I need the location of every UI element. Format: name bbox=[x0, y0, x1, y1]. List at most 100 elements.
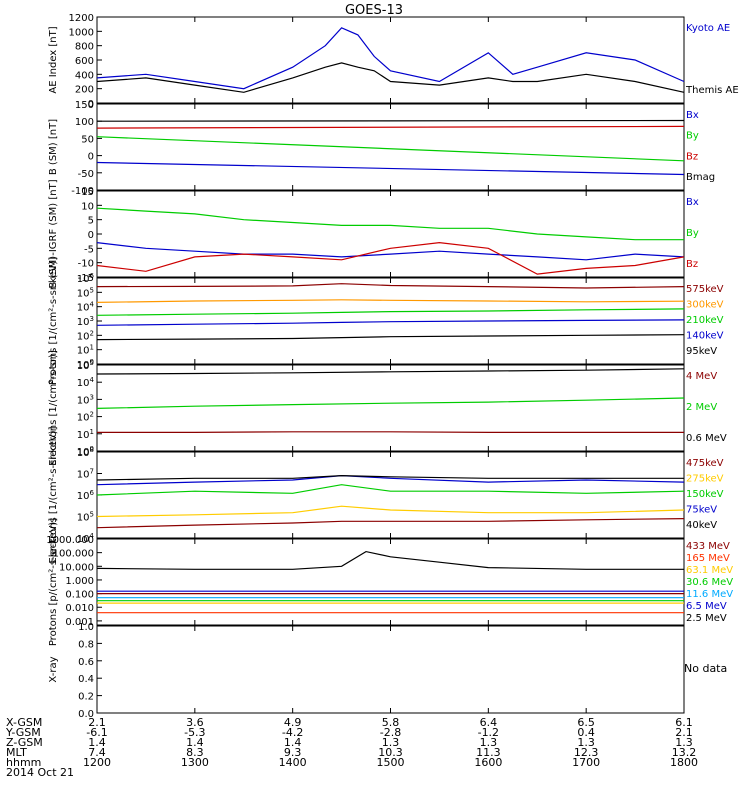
series-line-140keV bbox=[96, 319, 685, 326]
y-tick-label: 104 bbox=[77, 376, 95, 389]
series-line-2-MeV bbox=[96, 397, 685, 409]
y-tick-label: 150 bbox=[75, 100, 94, 111]
series-line-Bx bbox=[96, 161, 685, 176]
y-tick-label: 103 bbox=[77, 315, 94, 328]
y-tick-label: 400 bbox=[75, 70, 94, 81]
footer-value: 1.3 bbox=[577, 736, 595, 749]
series-line-0.6-MeV bbox=[96, 368, 685, 375]
legend-label: Bx bbox=[686, 197, 699, 208]
series-line-40keV bbox=[96, 474, 684, 481]
series-line-575keV bbox=[96, 283, 685, 289]
legend-label: 140keV bbox=[686, 331, 724, 342]
series-line-2.5-MeV bbox=[96, 550, 684, 570]
legend-label: Bz bbox=[686, 259, 698, 270]
footer-value: 1400 bbox=[279, 756, 307, 769]
footer-value: 9.3 bbox=[284, 746, 302, 759]
panel-frame bbox=[96, 190, 685, 278]
y-tick-label: 0.8 bbox=[78, 639, 94, 650]
footer-value: 1.4 bbox=[88, 736, 106, 749]
footer-value: 6.1 bbox=[675, 716, 693, 729]
footer-value: -1.2 bbox=[478, 726, 499, 739]
y-tick-label: 104 bbox=[77, 301, 95, 314]
panel-frame bbox=[96, 538, 685, 626]
panel-7: 0.0 0.2 0.4 0.6 0.8 1.0 X-ray bbox=[48, 622, 685, 720]
series-line-Kyoto-AE bbox=[96, 27, 685, 90]
legend-label: 575keV bbox=[686, 284, 724, 295]
legend-label: 165 MeV bbox=[686, 553, 730, 564]
y-tick-label: 0 bbox=[88, 99, 94, 110]
y-tick-label: 0 bbox=[88, 230, 94, 241]
panel-2: -15 -10 -5 0 5 10 15 B (SM)-IGRF (SM) [nT] Bx By B… bbox=[48, 179, 699, 288]
y-tick-label: 105 bbox=[77, 359, 94, 372]
legend-label: 6.5 MeV bbox=[686, 601, 727, 612]
footer-value: 13.2 bbox=[672, 746, 697, 759]
footer-value: 7.4 bbox=[88, 746, 106, 759]
series-line-By bbox=[96, 207, 684, 241]
legend-label: 95keV bbox=[686, 346, 717, 357]
series-line-75keV bbox=[96, 474, 685, 486]
y-tick-label: 102 bbox=[77, 329, 94, 342]
footer-value: 1700 bbox=[572, 756, 600, 769]
y-tick-label: 0.010 bbox=[65, 603, 94, 614]
y-axis-label: B (SM) [nT] bbox=[48, 119, 59, 175]
series-line-4-MeV bbox=[97, 431, 684, 433]
legend-label: Bz bbox=[686, 151, 698, 162]
y-tick-label: -5 bbox=[84, 244, 94, 255]
series-line-Bmag bbox=[96, 119, 685, 122]
y-tick-label: 1.000 bbox=[65, 576, 94, 587]
footer-value: -2.8 bbox=[380, 726, 401, 739]
footer-value: 1.4 bbox=[284, 736, 302, 749]
y-tick-label: 800 bbox=[75, 42, 94, 53]
footer-value: 2.1 bbox=[675, 726, 693, 739]
footer-value: 8.3 bbox=[186, 746, 204, 759]
legend-label: 150keV bbox=[686, 489, 724, 500]
y-tick-label: 0 bbox=[88, 152, 94, 163]
legend-label: 275keV bbox=[686, 474, 724, 485]
y-tick-label: -50 bbox=[78, 169, 94, 180]
legend-label: 4 MeV bbox=[686, 371, 717, 382]
footer-value: 4.9 bbox=[284, 716, 302, 729]
y-tick-label: 106 bbox=[77, 489, 95, 502]
no-data-label: No data bbox=[684, 662, 727, 675]
legend-label: 11.6 MeV bbox=[686, 589, 733, 600]
y-tick-label: -15 bbox=[78, 273, 94, 284]
series-line-Themis-AE bbox=[96, 62, 685, 93]
y-tick-label: 0.0 bbox=[78, 709, 94, 720]
panel-frame bbox=[96, 364, 685, 452]
series-line-275keV bbox=[96, 505, 685, 518]
footer-row-label: hhmm bbox=[6, 756, 41, 769]
legend-label: Kyoto AE bbox=[686, 23, 730, 34]
y-tick-label: -10 bbox=[78, 259, 94, 270]
footer-value: 1.4 bbox=[186, 736, 204, 749]
series-line-210keV bbox=[96, 308, 685, 316]
footer-value: 1.3 bbox=[480, 736, 498, 749]
footer-value: 10.3 bbox=[378, 746, 403, 759]
y-tick-label: 1000 bbox=[69, 27, 94, 38]
panel-frame bbox=[96, 277, 685, 365]
legend-label: Bx bbox=[686, 110, 699, 121]
legend-label: 30.6 MeV bbox=[686, 577, 733, 588]
footer-value: -5.3 bbox=[184, 726, 205, 739]
ephemeris-footer: X-GSM 2.1 3.6 4.9 5.8 6.4 6.5 6.1 Y-GSM -6.1 -5.3 -… bbox=[5, 716, 698, 769]
series-line-Bx bbox=[96, 242, 685, 261]
legend-label: Themis AE bbox=[685, 85, 739, 96]
legend-label: 210keV bbox=[686, 315, 724, 326]
y-tick-label: 0.6 bbox=[78, 657, 94, 668]
footer-value: 11.3 bbox=[476, 746, 501, 759]
footer-value: 3.6 bbox=[186, 716, 204, 729]
footer-value: 1.3 bbox=[382, 736, 400, 749]
legend-label: 40keV bbox=[686, 520, 717, 531]
legend-label: 475keV bbox=[686, 458, 724, 469]
y-tick-label: 101 bbox=[77, 344, 94, 357]
footer-value: 5.8 bbox=[382, 716, 400, 729]
y-tick-label: 1.0 bbox=[78, 622, 94, 633]
y-axis-label: X-ray bbox=[48, 656, 59, 682]
footer-row-label: MLT bbox=[6, 746, 27, 759]
y-tick-label: 200 bbox=[75, 85, 94, 96]
y-axis-label: AE Index [nT] bbox=[48, 26, 59, 93]
